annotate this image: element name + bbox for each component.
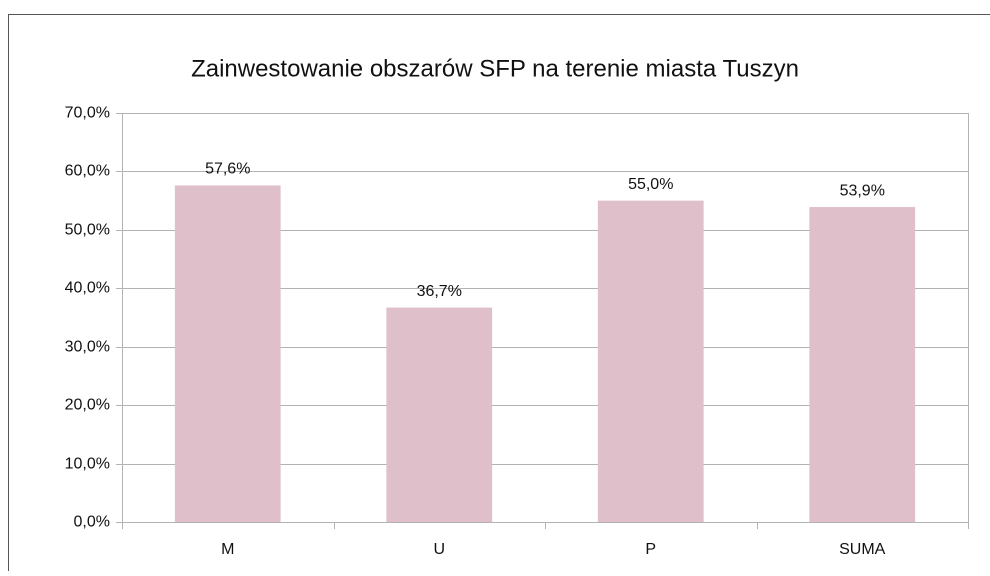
x-tick-label: U	[433, 541, 445, 558]
chart-title: Zainwestowanie obszarów SFP na terenie m…	[191, 55, 799, 82]
bar	[175, 185, 281, 522]
y-tick-label: 20,0%	[65, 397, 110, 414]
y-tick-label: 60,0%	[65, 163, 110, 180]
data-label: 55,0%	[628, 176, 673, 193]
x-tick-label: P	[645, 541, 656, 558]
y-tick-label: 70,0%	[65, 105, 110, 122]
x-tick-label: M	[221, 541, 234, 558]
data-label: 53,9%	[840, 182, 885, 199]
x-tick-label: SUMA	[839, 541, 886, 558]
y-tick-label: 0,0%	[74, 514, 110, 531]
data-label: 36,7%	[417, 283, 462, 300]
y-tick-label: 50,0%	[65, 222, 110, 239]
bar	[386, 308, 492, 522]
y-tick-label: 10,0%	[65, 456, 110, 473]
bar	[598, 201, 704, 522]
y-tick-label: 30,0%	[65, 339, 110, 356]
data-label: 57,6%	[205, 161, 250, 178]
bar	[809, 207, 915, 522]
y-tick-label: 40,0%	[65, 280, 110, 297]
